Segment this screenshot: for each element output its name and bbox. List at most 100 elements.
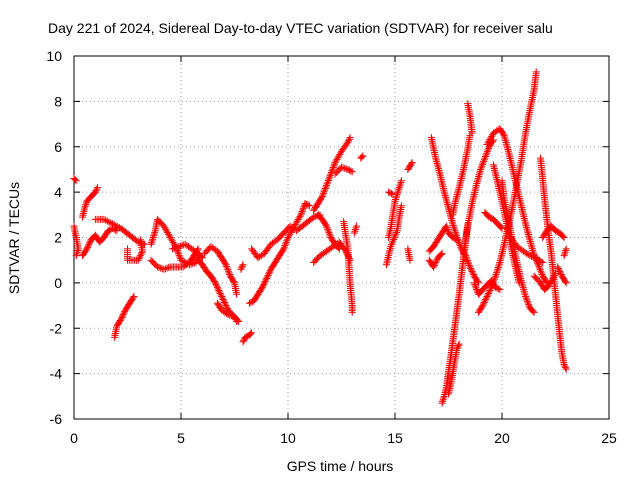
data-point: [439, 397, 447, 405]
data-point: [318, 193, 326, 201]
data-point: [303, 200, 311, 208]
data-point: [120, 309, 128, 317]
data-point: [73, 248, 81, 256]
data-point: [221, 259, 229, 267]
x-tick-label: 10: [280, 430, 296, 446]
data-point: [324, 225, 332, 233]
data-point: [100, 215, 108, 223]
data-point: [480, 299, 488, 307]
data-point: [282, 240, 290, 248]
data-point: [299, 204, 307, 212]
data-point: [213, 282, 221, 290]
data-point: [85, 240, 93, 248]
data-point: [490, 277, 498, 285]
data-point: [299, 206, 307, 214]
data-point: [469, 269, 477, 277]
data-point: [215, 286, 223, 294]
x-tick-label: 15: [387, 430, 403, 446]
data-point: [149, 234, 157, 241]
data-point: [323, 181, 331, 189]
data-point: [82, 199, 90, 207]
data-point: [339, 164, 347, 172]
data-point: [391, 197, 399, 205]
data-point: [325, 229, 333, 237]
data-point: [165, 264, 173, 272]
y-tick-label: 10: [46, 48, 62, 64]
data-point: [174, 248, 182, 256]
series-t17: [248, 211, 324, 262]
data-point: [430, 263, 438, 271]
data-point: [151, 228, 159, 236]
data-point: [385, 188, 393, 196]
data-point: [479, 302, 487, 310]
data-point: [468, 268, 476, 276]
data-point: [560, 252, 568, 260]
series-t4: [79, 184, 102, 221]
data-point: [484, 289, 492, 297]
series-t31: [425, 249, 446, 271]
data-point: [324, 176, 332, 184]
data-point: [222, 310, 230, 318]
series-t27: [385, 188, 397, 198]
data-point: [465, 261, 473, 269]
data-point: [103, 217, 111, 225]
data-point: [465, 260, 473, 268]
data-point: [109, 220, 117, 228]
data-point: [226, 270, 234, 278]
data-point: [536, 264, 544, 272]
data-point: [561, 248, 569, 256]
data-point: [351, 226, 359, 234]
data-point: [467, 265, 475, 273]
grid-lines: [74, 56, 609, 419]
data-point: [529, 307, 537, 315]
data-point: [489, 279, 497, 287]
data-point: [217, 291, 225, 299]
series-t13: [213, 299, 241, 325]
data-point: [529, 253, 537, 261]
data-point: [265, 268, 273, 276]
data-point: [304, 201, 312, 209]
data-point: [175, 250, 183, 258]
data-point: [484, 291, 492, 299]
series-t34: [445, 340, 463, 398]
data-point: [326, 232, 334, 240]
data-point: [478, 303, 486, 311]
data-point: [560, 361, 568, 369]
data-point: [485, 144, 493, 152]
data-point: [552, 227, 559, 235]
data-point: [538, 270, 546, 278]
data-point: [347, 167, 355, 175]
series-t12: [201, 243, 241, 298]
data-point: [452, 230, 460, 238]
data-point: [524, 299, 532, 307]
data-point: [324, 227, 332, 235]
y-tick-label: -2: [50, 320, 63, 336]
data-point: [129, 294, 137, 302]
data-point: [223, 303, 231, 311]
data-point: [389, 190, 397, 198]
data-point: [168, 245, 176, 253]
data-point: [481, 297, 489, 305]
data-point: [74, 245, 82, 253]
data-point: [232, 316, 240, 324]
tick-labels: 0 5 10 15 20 25 -6 -4 -2 0 2 4 6 8 10: [46, 48, 617, 446]
series-t36: [464, 100, 476, 137]
data-point: [308, 214, 316, 222]
data-point: [147, 240, 155, 248]
data-point: [397, 177, 405, 185]
data-point: [440, 394, 448, 402]
data-point: [301, 199, 309, 207]
x-tick-label: 5: [177, 430, 185, 446]
data-point: [392, 195, 400, 203]
data-point: [263, 274, 271, 282]
data-point: [150, 232, 158, 240]
data-point: [346, 134, 354, 142]
data-point: [527, 252, 535, 260]
data-point: [230, 278, 238, 286]
series-t1: [70, 175, 80, 185]
data-point: [329, 165, 337, 173]
data-point: [334, 244, 342, 252]
data-point: [493, 284, 501, 292]
y-tick-label: 2: [54, 230, 62, 246]
data-point: [484, 146, 492, 154]
